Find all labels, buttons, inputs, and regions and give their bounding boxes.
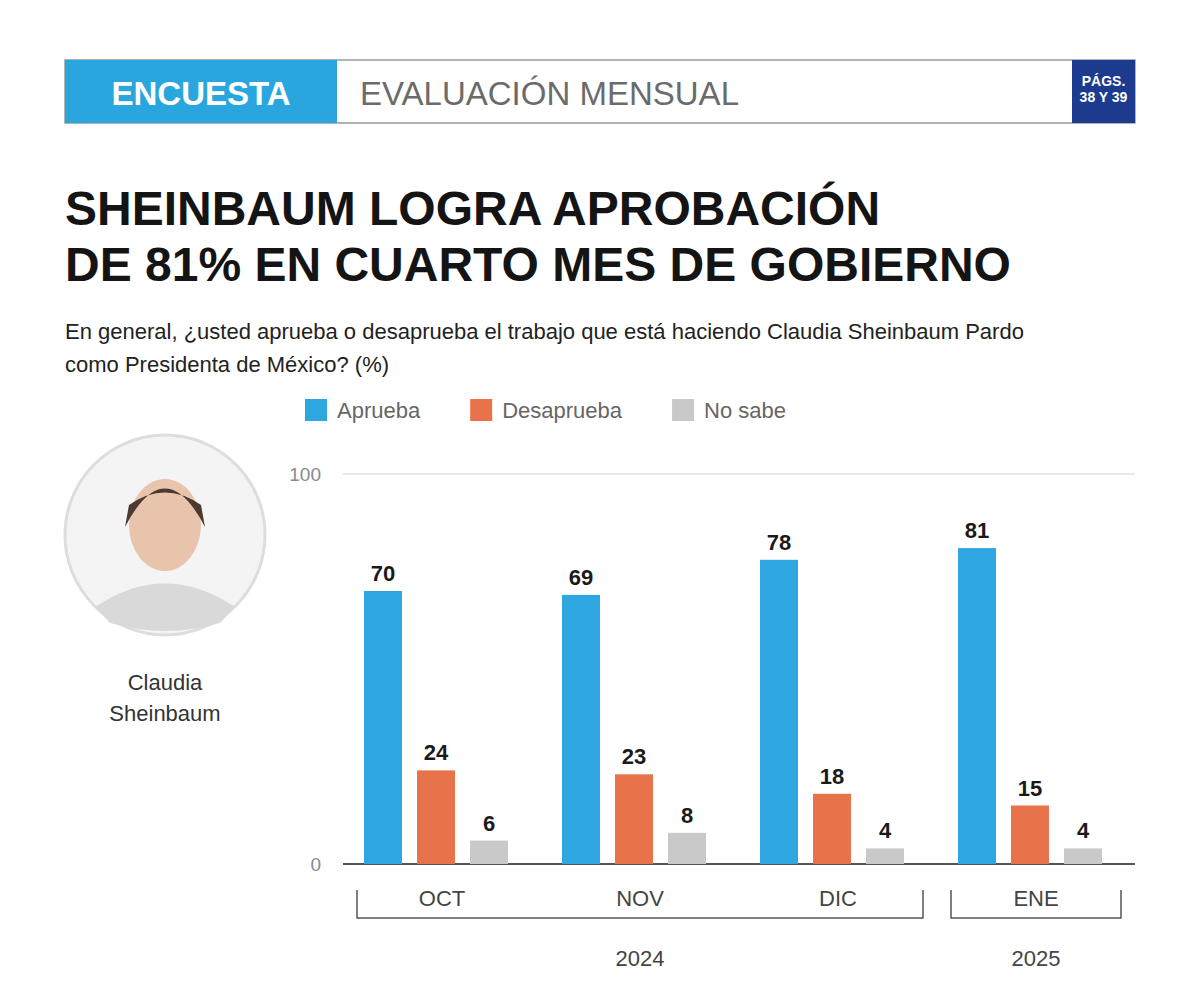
header-pages: PÁGS. [1082, 73, 1126, 89]
legend-label: Aprueba [337, 398, 421, 423]
header-pages-bg [1072, 60, 1135, 123]
group-bracket [357, 890, 923, 918]
subtitle: En general, ¿usted aprueba o desaprueba … [65, 319, 1024, 377]
text-line: Claudia [128, 670, 203, 695]
text-line: Sheinbaum [109, 701, 220, 726]
header-tag: ENCUESTA [111, 75, 290, 112]
data-label: 70 [371, 561, 395, 586]
photo-shoulders [95, 584, 235, 632]
x-tick-label: DIC [819, 886, 857, 911]
header-frame [65, 60, 1135, 123]
data-label: 4 [879, 818, 892, 843]
grid-line [343, 473, 1135, 475]
data-label: 8 [681, 803, 693, 828]
text-line: En general, ¿usted aprueba o desaprueba … [65, 319, 1024, 344]
bar [1011, 806, 1049, 865]
bar [1064, 848, 1102, 864]
bar [562, 595, 600, 864]
header-pages: 38 Y 39 [1080, 89, 1128, 105]
title: SHEINBAUM LOGRA APROBACIÓN [65, 181, 880, 235]
legend-label: No sabe [704, 398, 786, 423]
text-line: como Presidenta de México? (%) [65, 352, 389, 377]
data-label: 6 [483, 811, 495, 836]
bar [615, 774, 653, 864]
bar [866, 848, 904, 864]
y-tick-label: 0 [310, 854, 321, 875]
data-label: 4 [1077, 818, 1090, 843]
x-tick-label: NOV [616, 886, 664, 911]
x-tick-label: ENE [1013, 886, 1058, 911]
data-label: 69 [569, 565, 593, 590]
bar [813, 794, 851, 864]
group-label: 2025 [1012, 946, 1061, 971]
bar [470, 841, 508, 864]
data-label: 24 [424, 740, 449, 765]
data-label: 23 [622, 744, 646, 769]
group-label: 2024 [616, 946, 665, 971]
data-label: 81 [965, 518, 989, 543]
legend-label: Desaprueba [502, 398, 623, 423]
bar [417, 770, 455, 864]
bar [958, 548, 996, 864]
data-label: 18 [820, 764, 844, 789]
legend-swatch [470, 399, 492, 421]
data-labels: 70 69 78 81 24 23 18 15 6 8 4 4 [371, 518, 1090, 843]
legend-swatch [672, 399, 694, 421]
header-tag-bg [65, 60, 337, 123]
photo-hair [125, 489, 205, 528]
group-bracket [951, 890, 1121, 918]
bar [668, 833, 706, 864]
photo-caption: Claudia Sheinbaum [109, 670, 220, 726]
title: DE 81% EN CUARTO MES DE GOBIERNO [65, 238, 1011, 291]
legend-swatch [305, 399, 327, 421]
photo-frame [65, 435, 265, 635]
x-tick-label: OCT [419, 886, 465, 911]
bar [364, 591, 402, 864]
photo-face [129, 479, 201, 571]
header-section: EVALUACIÓN MENSUAL [360, 75, 739, 112]
chart-root: ENCUESTA EVALUACIÓN MENSUAL PÁGS.38 Y 39 SH… [0, 0, 1200, 996]
data-label: 15 [1018, 776, 1042, 801]
data-label: 78 [767, 530, 791, 555]
bar [760, 560, 798, 864]
y-tick-label: 100 [289, 464, 321, 485]
bars [364, 548, 1102, 864]
